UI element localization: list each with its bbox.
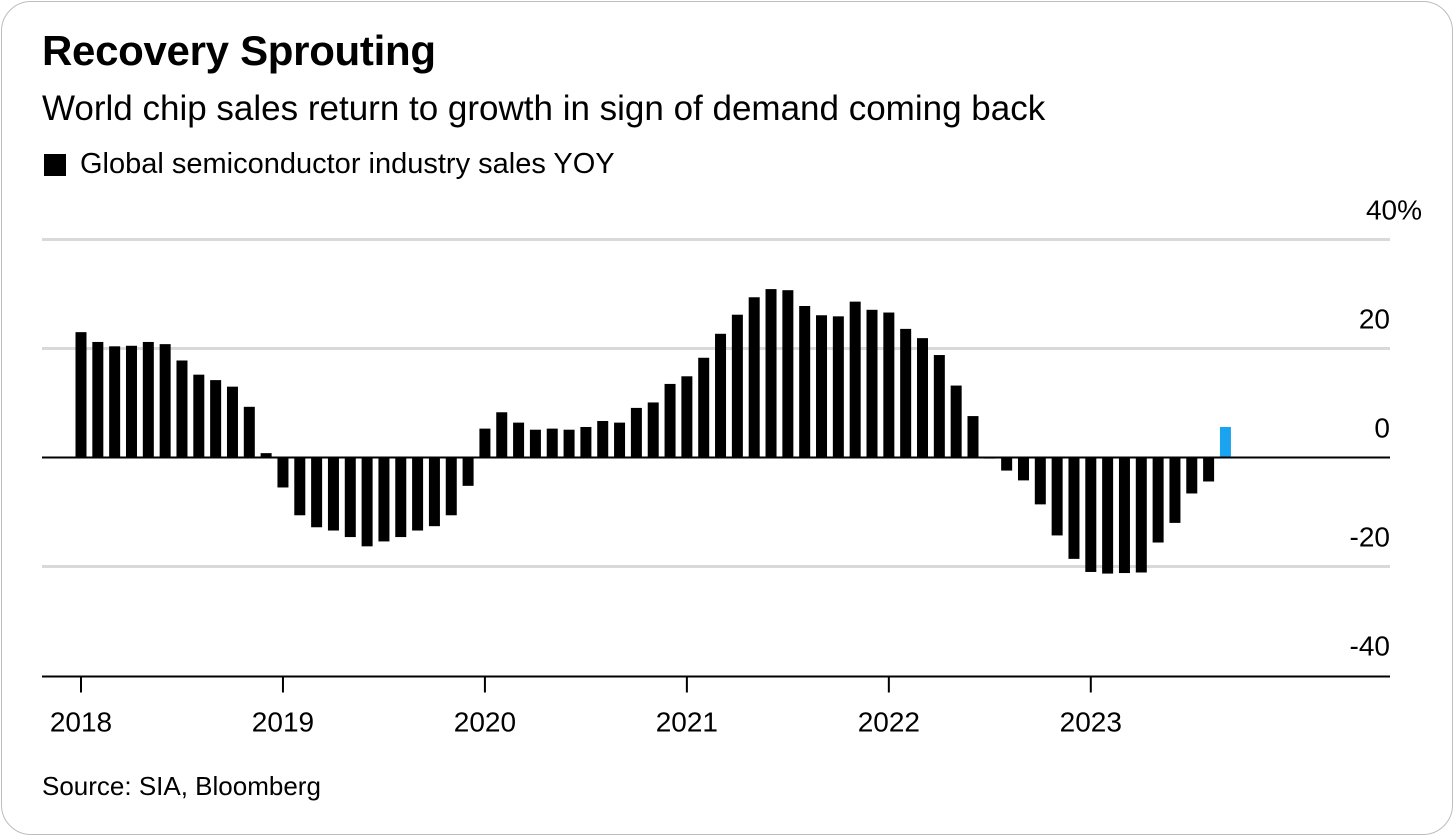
x-tick-label: 2021 (656, 707, 718, 738)
bar (1001, 457, 1013, 471)
bar (1068, 457, 1080, 559)
bar (226, 386, 238, 458)
x-tick-label: 2019 (252, 707, 314, 738)
bar (832, 316, 844, 458)
bar (917, 338, 928, 458)
bar (933, 355, 945, 458)
bar (967, 416, 979, 458)
y-tick-label: 20 (1359, 304, 1390, 335)
x-tick-label: 2018 (50, 707, 112, 738)
x-tick-label: 2022 (858, 707, 920, 738)
bar (849, 301, 861, 458)
bar (513, 422, 525, 458)
legend-swatch (44, 153, 66, 176)
bar (1102, 457, 1114, 574)
bar (630, 407, 642, 458)
bar (260, 453, 272, 458)
bar (193, 374, 205, 458)
bar (529, 429, 541, 458)
bar (664, 383, 676, 458)
bar (412, 457, 424, 531)
bar (479, 428, 491, 458)
bar (647, 402, 659, 458)
bar (681, 376, 693, 458)
bar (1034, 457, 1046, 505)
bar (782, 290, 794, 458)
x-tick-label: 2023 (1060, 707, 1122, 738)
bar (748, 297, 760, 458)
bar (900, 328, 912, 458)
bar (395, 457, 407, 538)
bar (327, 457, 339, 531)
bar (950, 385, 962, 458)
bar (866, 309, 878, 458)
bar (159, 344, 171, 458)
bar (92, 341, 104, 458)
bar (731, 314, 743, 458)
bar (1017, 457, 1029, 481)
axis-layer (42, 456, 1390, 693)
bar (883, 312, 895, 458)
bar (142, 341, 154, 458)
bar (243, 406, 255, 458)
bar (715, 333, 727, 458)
bar (698, 357, 710, 458)
y-tick-label: -20 (1350, 522, 1390, 553)
bar (277, 457, 289, 488)
bar (1085, 457, 1097, 572)
bar (109, 346, 121, 458)
source-note: Source: SIA, Bloomberg (42, 771, 321, 801)
chart-subtitle: World chip sales return to growth in sig… (42, 89, 1046, 128)
bar (378, 457, 390, 542)
bar (765, 289, 777, 458)
legend-label: Global semiconductor industry sales YOY (80, 148, 615, 180)
bar (1186, 457, 1198, 494)
bar (428, 457, 440, 527)
legend: Global semiconductor industry sales YOY (44, 148, 615, 181)
x-tick-label: 2020 (454, 707, 516, 738)
y-tick-label: -40 (1350, 631, 1390, 662)
bar-latest (1219, 426, 1231, 458)
y-tick-label: 40% (1366, 195, 1422, 226)
chart-title: Recovery Sprouting (42, 27, 436, 74)
bar (210, 380, 222, 458)
bar (445, 457, 457, 516)
bar (816, 315, 828, 458)
bar (1135, 457, 1147, 573)
bar (1152, 457, 1164, 543)
bar (580, 426, 592, 458)
bar (563, 429, 575, 458)
bar (311, 457, 323, 528)
bar-layer (75, 289, 1231, 574)
bar (294, 457, 306, 516)
bar (614, 422, 626, 458)
y-tick-label: 0 (1374, 413, 1390, 444)
bar (75, 332, 87, 458)
bar (176, 360, 188, 458)
bar (1169, 457, 1181, 523)
bar (1051, 457, 1063, 536)
bar (1118, 457, 1130, 574)
bar (361, 457, 373, 547)
bar (125, 345, 137, 458)
label-layer: 40% 20 0 -20 -40 2018 2019 2020 2021 2022 2023 (50, 195, 1422, 738)
bar (546, 428, 558, 458)
bar (799, 305, 811, 458)
bar (344, 457, 356, 538)
bar (496, 412, 508, 458)
bar (597, 420, 609, 458)
bar (462, 457, 474, 486)
bar (1203, 457, 1215, 482)
